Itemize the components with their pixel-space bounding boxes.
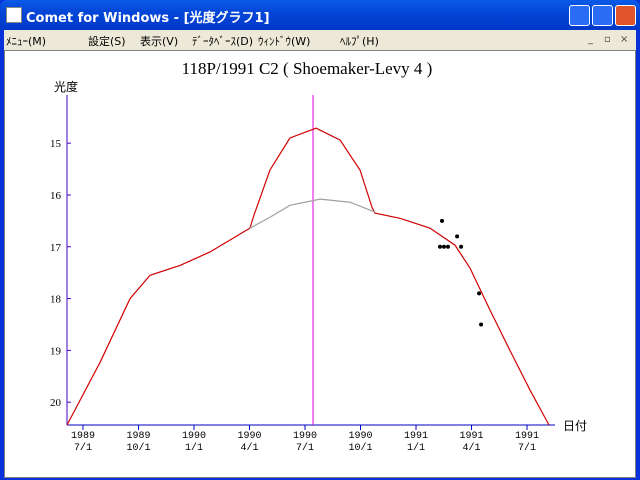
menu-item[interactable]: ｳｨﾝﾄﾞｳ(W) xyxy=(258,35,311,48)
x-tick-label: 1990 4/1 xyxy=(237,431,262,454)
y-tick-label: 19 xyxy=(50,345,62,357)
y-tick-label: 16 xyxy=(50,190,62,202)
menu-item[interactable]: ﾍﾙﾌﾟ(H) xyxy=(340,35,379,48)
x-tick-label: 1990 7/1 xyxy=(292,431,317,454)
y-tick-label: 15 xyxy=(50,138,62,150)
mdi-minimize[interactable]: _ xyxy=(588,34,593,45)
close-button[interactable] xyxy=(615,5,636,26)
observation-point xyxy=(437,244,442,249)
observation-point xyxy=(439,218,444,223)
x-tick-label: 1991 1/1 xyxy=(403,431,428,454)
menu-item[interactable]: ﾒﾆｭｰ(M) xyxy=(6,35,47,48)
menu-bar: _ ▫ × ﾒﾆｭｰ(M) 設定(S) 表示(V) ﾃﾞｰﾀﾍﾞｰｽ(D) ｳｨﾝﾄﾞｳ… xyxy=(4,30,636,50)
menu-item[interactable]: 設定(S) xyxy=(88,35,126,48)
observation-point xyxy=(441,244,446,249)
title-bar: Comet for Windows - [光度グラフ1] xyxy=(0,0,640,30)
observation-point xyxy=(477,291,482,296)
x-tick-label: 1989 10/1 xyxy=(126,431,151,454)
mdi-restore[interactable]: ▫ xyxy=(604,34,611,45)
mdi-close[interactable]: × xyxy=(620,34,629,45)
minimize-button[interactable] xyxy=(569,5,590,26)
x-axis-label: 日付 xyxy=(563,419,587,433)
light-curve xyxy=(249,198,376,229)
observation-point xyxy=(479,322,484,327)
x-tick-label: 1989 7/1 xyxy=(70,431,95,454)
observation-point xyxy=(445,244,450,249)
light-curve xyxy=(66,127,550,426)
window-title: Comet for Windows - [光度グラフ1] xyxy=(26,11,270,26)
chart-title: 118P/1991 C2 ( Shoemaker-Levy 4 ) xyxy=(182,59,433,78)
observation-point xyxy=(459,244,464,249)
x-tick-label: 1991 7/1 xyxy=(515,431,540,454)
x-tick-label: 1990 10/1 xyxy=(348,431,373,454)
observation-point xyxy=(455,234,460,239)
client-area xyxy=(4,50,636,478)
y-tick-label: 17 xyxy=(50,242,62,254)
x-tick-label: 1991 4/1 xyxy=(459,431,484,454)
y-tick-label: 20 xyxy=(50,397,62,409)
menu-item[interactable]: ﾃﾞｰﾀﾍﾞｰｽ(D) xyxy=(192,35,254,48)
app-icon xyxy=(6,7,22,23)
y-axis-label: 光度 xyxy=(54,79,78,94)
maximize-button[interactable] xyxy=(592,5,613,26)
menu-item[interactable]: 表示(V) xyxy=(140,35,179,48)
x-tick-label: 1990 1/1 xyxy=(181,431,206,454)
y-tick-label: 18 xyxy=(50,294,62,306)
